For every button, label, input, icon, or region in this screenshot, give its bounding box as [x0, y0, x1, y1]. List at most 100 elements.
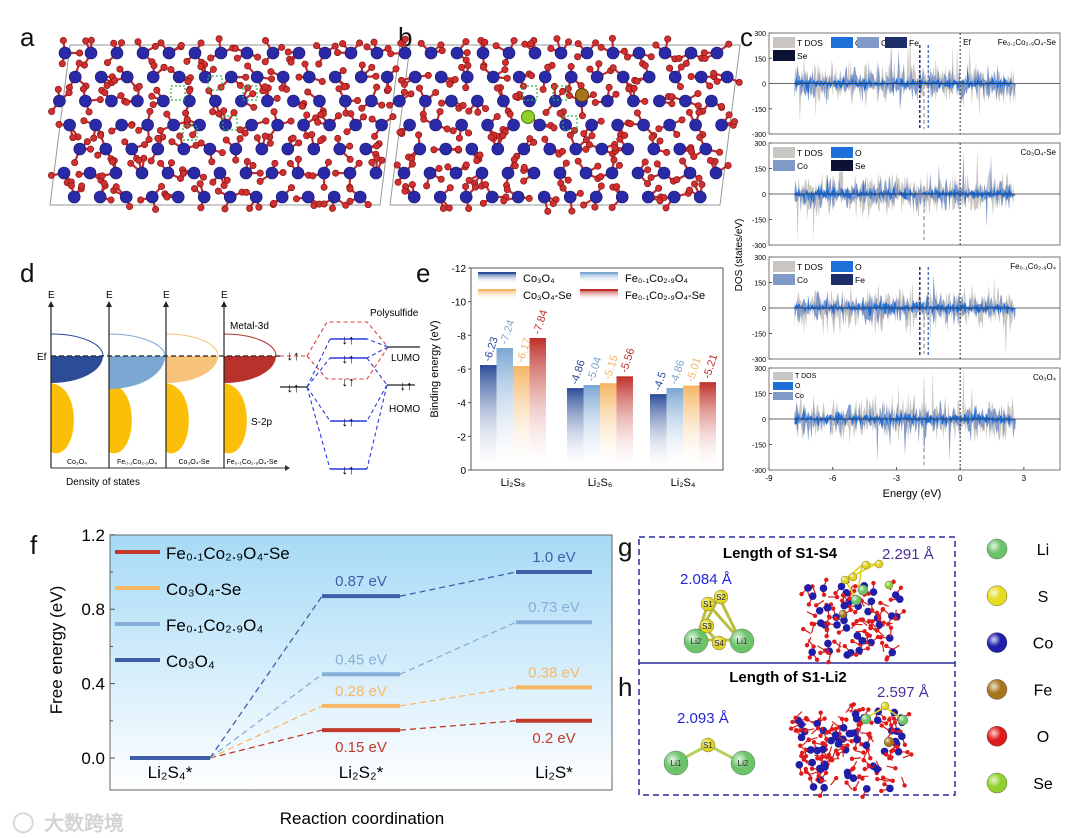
x-tick-label: -6	[829, 474, 837, 483]
cobalt-atom	[533, 118, 546, 132]
oxygen-atom	[444, 163, 452, 171]
oxygen-atom	[318, 77, 326, 85]
y-tick-label: -300	[752, 357, 766, 364]
cobalt-atom	[67, 190, 81, 204]
oxygen-atom	[834, 594, 840, 600]
oxygen-atom	[298, 102, 306, 110]
oxygen-atom	[392, 65, 400, 73]
oxygen-atom	[183, 121, 191, 129]
oxygen-atom	[331, 42, 339, 50]
o-pdos-area	[794, 403, 1016, 419]
electron-spin-pair: ↓↑	[342, 414, 355, 429]
cobalt-atom	[611, 118, 624, 132]
g-title: Length of S1-S4	[723, 545, 838, 562]
cobalt-atom	[459, 190, 473, 204]
oxygen-atom	[824, 730, 830, 735]
cobalt-atom	[667, 190, 681, 204]
cobalt-atom	[885, 634, 894, 642]
oxygen-atom	[852, 746, 858, 751]
cobalt-atom	[564, 70, 578, 84]
oxygen-atom	[898, 585, 904, 590]
atom-shade	[712, 636, 726, 650]
cobalt-atom	[94, 70, 108, 84]
panel-label-e: e	[416, 258, 431, 288]
oxygen-atom	[878, 600, 883, 606]
cobalt-atom	[873, 716, 882, 725]
x-category-label: Li₂S₄	[671, 477, 696, 489]
oxygen-atom	[339, 67, 347, 75]
cobalt-atom	[53, 94, 66, 108]
cobalt-atom	[699, 142, 713, 156]
oxygen-atom	[528, 72, 536, 80]
y-tick-label: 0.4	[81, 675, 105, 694]
oxygen-atom	[677, 63, 685, 71]
gh-dashed-frame	[638, 536, 956, 796]
oxygen-atom	[76, 49, 84, 57]
oxygen-atom	[301, 60, 309, 68]
cobalt-atom	[853, 632, 862, 640]
oxygen-atom	[67, 182, 75, 190]
oxygen-atom	[121, 138, 129, 146]
x-tick-label: 0	[958, 474, 963, 483]
oxygen-atom	[615, 161, 623, 169]
cobalt-atom	[808, 758, 817, 767]
oxygen-atom	[511, 162, 519, 170]
oxygen-atom	[852, 786, 858, 792]
legend-swatch	[580, 272, 618, 283]
bar-top	[513, 366, 530, 368]
cobalt-atom	[292, 46, 306, 60]
oxygen-atom	[867, 731, 872, 736]
oxygen-atom	[158, 182, 166, 190]
dos-legend-label: Co	[797, 275, 808, 285]
oxygen-atom	[135, 156, 143, 164]
oxygen-atom	[655, 125, 663, 133]
bond-length-panels: Length of S1-S4 2.084 Å 2.291 Å Length o…	[638, 536, 956, 799]
tdos-area	[794, 194, 1016, 242]
panel-label-f: f	[30, 530, 38, 560]
legend-label: Fe₀.₁Co₂.₉O₄	[625, 273, 688, 285]
bar-top	[666, 388, 683, 390]
oxygen-atom	[510, 156, 518, 164]
cobalt-atom	[475, 166, 489, 180]
cobalt-atom	[57, 166, 71, 180]
y-tick-label: 0	[762, 82, 766, 89]
oxygen-atom	[527, 40, 535, 48]
energy-value-label: 0.15 eV	[335, 739, 387, 756]
oxygen-atom	[207, 54, 215, 62]
oxygen-atom	[184, 78, 192, 86]
oxygen-atom	[895, 744, 900, 750]
oxygen-atom	[576, 189, 584, 197]
unit-cell-outline	[49, 44, 401, 206]
oxygen-atom	[464, 61, 472, 69]
bar-value-label: -5.01	[685, 356, 704, 384]
highlight-box	[242, 85, 258, 101]
oxygen-atom	[200, 173, 208, 181]
y-tick-label: 0.0	[81, 749, 105, 768]
oxygen-atom	[559, 184, 567, 192]
bar-1-1	[583, 385, 600, 470]
arrow-head	[221, 301, 227, 307]
bar-top	[683, 385, 700, 388]
oxygen-atom	[287, 58, 295, 66]
oxygen-atom	[47, 171, 55, 179]
oxygen-atom	[445, 204, 453, 212]
f-ylabel: Free energy (eV)	[47, 586, 66, 715]
bar-0-3	[529, 338, 546, 470]
selenium-atom	[521, 110, 535, 124]
oxygen-atom	[706, 156, 714, 164]
atom-label: S1	[703, 600, 713, 609]
oxygen-atom	[271, 159, 279, 167]
oxygen-atom	[408, 160, 416, 168]
legend-label: Fe₀.₁Co₂.₉O₄	[166, 616, 263, 635]
cobalt-atom	[73, 142, 87, 156]
oxygen-atom	[389, 113, 397, 121]
oxygen-atom	[437, 175, 445, 183]
oxygen-atom	[876, 613, 882, 619]
oxygen-atom	[59, 36, 67, 44]
y-tick-label: -4	[457, 399, 466, 410]
oxygen-atom	[103, 82, 111, 90]
y-tick-label: -10	[452, 298, 467, 309]
oxygen-atom	[148, 92, 156, 100]
o-pdos-area	[794, 64, 1016, 84]
oxygen-atom	[304, 88, 312, 96]
